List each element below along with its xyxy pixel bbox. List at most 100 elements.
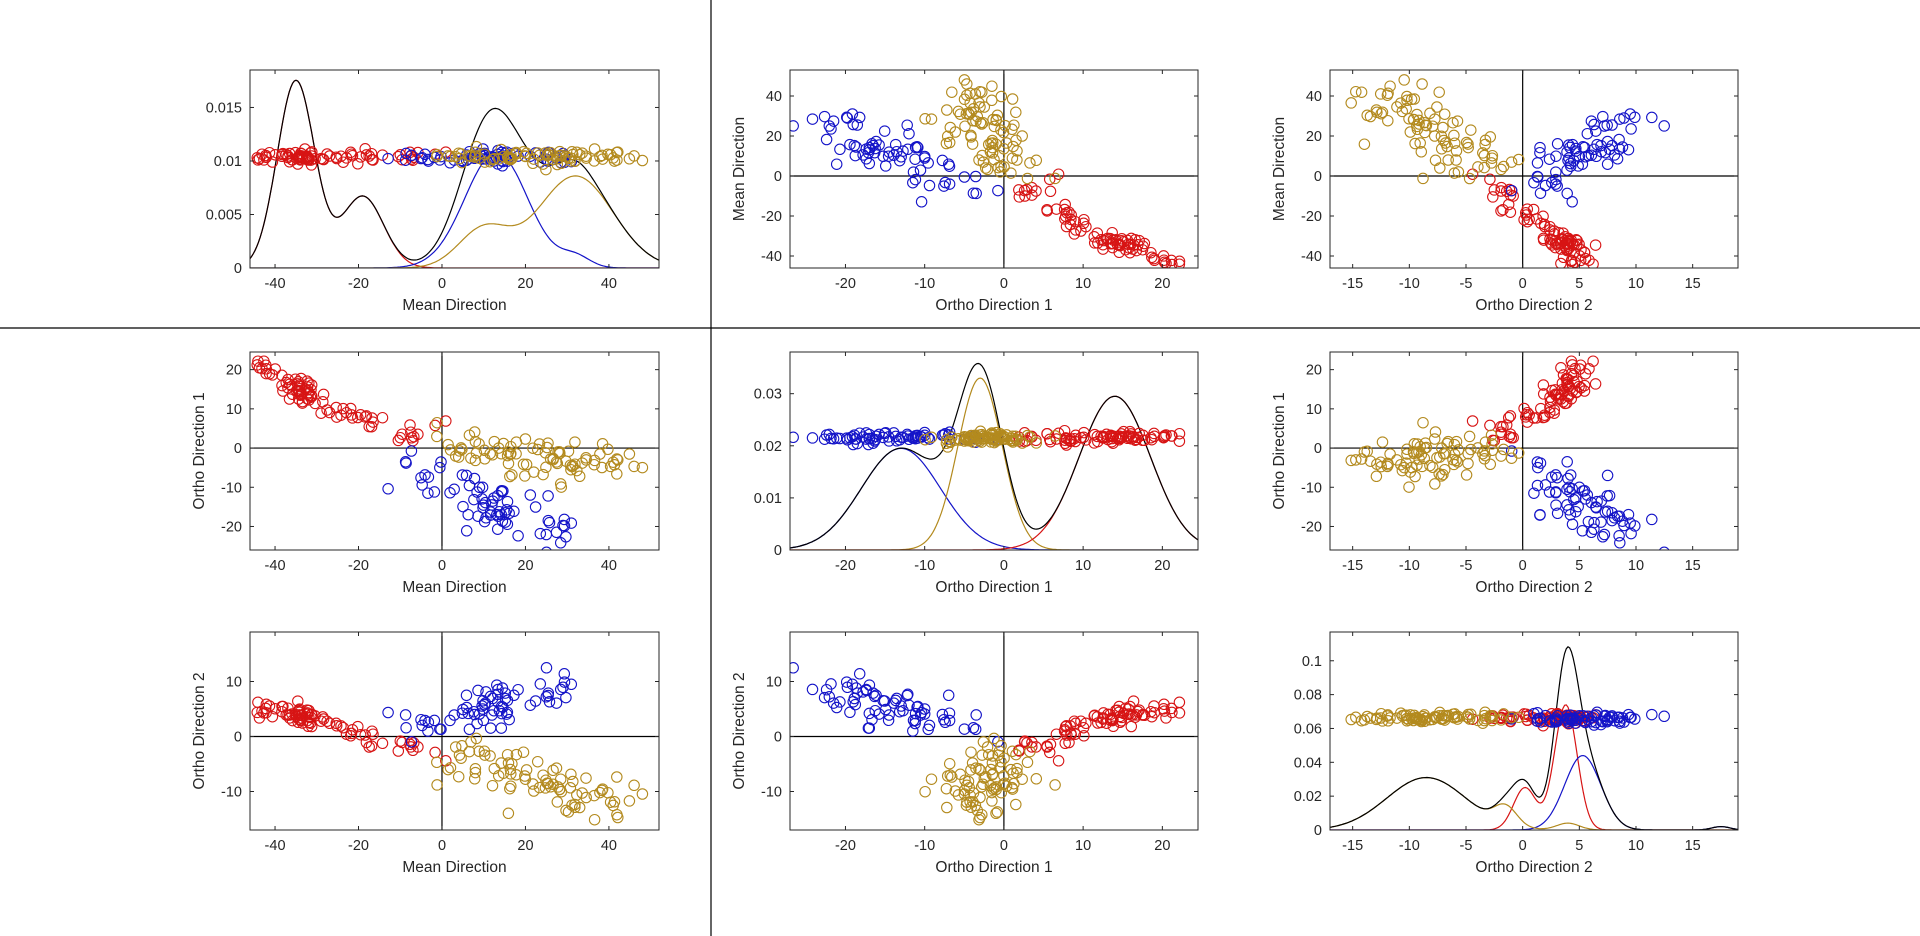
data-point-gold <box>1462 447 1474 460</box>
data-point-gold <box>975 781 988 793</box>
data-point-red <box>367 154 379 166</box>
data-point-gold <box>486 153 499 166</box>
data-point-gold <box>588 155 600 167</box>
data-point-blue <box>914 164 927 176</box>
data-point-gold <box>465 736 477 748</box>
data-point-blue <box>1646 708 1658 721</box>
data-point-red <box>1095 233 1107 246</box>
data-point-gold <box>977 736 990 748</box>
data-point-blue <box>415 713 427 726</box>
data-point-gold <box>604 796 617 808</box>
data-point-red <box>1158 698 1170 711</box>
data-point-blue <box>882 431 895 443</box>
data-point-gold <box>588 143 601 155</box>
data-point-red <box>1124 246 1136 259</box>
data-point-red <box>337 721 349 734</box>
data-point-gold <box>531 755 544 768</box>
data-point-gold <box>1049 430 1061 442</box>
data-point-red <box>429 419 441 432</box>
data-point-blue <box>1608 149 1621 161</box>
data-point-blue <box>1597 531 1609 543</box>
data-point-blue <box>827 115 840 127</box>
y-tick-label: -10 <box>221 480 242 496</box>
data-point-blue <box>472 684 484 697</box>
data-point-gold <box>946 86 958 98</box>
data-point-gold <box>1434 162 1446 174</box>
data-point-gold <box>995 740 1007 752</box>
data-point-red <box>1565 254 1578 267</box>
data-point-red <box>1537 388 1550 400</box>
data-point-red <box>1589 239 1602 251</box>
data-point-gold <box>1345 713 1357 726</box>
data-point-blue <box>558 513 571 526</box>
data-point-blue <box>463 723 476 736</box>
data-point-gold <box>1441 710 1453 723</box>
data-point-red <box>354 409 367 421</box>
data-point-blue <box>1534 508 1546 521</box>
data-point-gold <box>611 468 623 480</box>
data-point-gold <box>562 445 575 458</box>
x-tick-label: -10 <box>1399 276 1420 292</box>
data-point-blue <box>1601 469 1614 482</box>
y-tick-label: -10 <box>1301 480 1322 496</box>
data-point-blue <box>818 691 831 704</box>
data-point-red <box>1555 257 1567 268</box>
data-point-blue <box>901 428 913 441</box>
data-point-gold <box>1448 137 1461 149</box>
data-point-gold <box>952 789 965 801</box>
data-point-blue <box>818 110 831 123</box>
data-point-blue <box>840 111 853 124</box>
data-point-blue <box>1625 711 1637 724</box>
data-point-blue <box>1588 523 1600 535</box>
data-point-blue <box>501 495 514 508</box>
data-point-blue <box>863 722 876 734</box>
data-point-gold <box>1424 107 1436 120</box>
data-point-blue <box>484 690 497 703</box>
data-point-blue <box>911 701 923 713</box>
data-point-red <box>1537 411 1549 424</box>
data-point-red <box>323 150 336 162</box>
data-point-gold <box>501 748 514 761</box>
data-point-red <box>276 369 288 382</box>
data-point-blue <box>863 157 876 170</box>
data-point-gold <box>1404 466 1417 478</box>
data-point-blue <box>400 722 412 734</box>
data-point-gold <box>431 416 443 429</box>
data-point-red <box>1504 206 1517 218</box>
data-point-red <box>260 367 272 380</box>
data-point-red <box>376 411 389 424</box>
data-point-gold <box>531 443 544 456</box>
data-point-red <box>1564 235 1577 248</box>
y-tick-label: 20 <box>766 129 782 145</box>
data-point-blue <box>834 143 846 156</box>
data-point-red <box>1059 737 1071 750</box>
data-point-blue <box>866 138 878 150</box>
data-point-red <box>1068 432 1081 445</box>
x-axis-label: Mean Direction <box>402 579 506 596</box>
data-point-gold <box>502 757 515 769</box>
data-point-gold <box>1345 97 1357 109</box>
data-point-gold <box>492 153 505 165</box>
data-point-red <box>1548 228 1560 240</box>
data-point-red <box>1173 427 1186 440</box>
data-point-blue <box>992 184 1004 197</box>
y-axis-label: Mean Direction <box>1271 117 1288 221</box>
data-point-blue <box>1622 508 1635 521</box>
data-point-gold <box>990 435 1002 447</box>
axes-frame <box>1329 69 1739 269</box>
data-point-blue <box>1563 139 1575 151</box>
data-point-blue <box>936 708 949 721</box>
data-point-gold <box>1442 154 1454 166</box>
data-point-blue <box>1578 141 1591 154</box>
data-point-gold <box>1408 438 1421 450</box>
data-point-red <box>1026 181 1038 194</box>
data-point-blue <box>1606 119 1618 131</box>
data-point-gold <box>1497 443 1510 456</box>
x-tick-label: 15 <box>1685 558 1701 574</box>
data-point-gold <box>1016 130 1028 142</box>
data-point-blue <box>790 662 799 674</box>
data-point-blue <box>1528 487 1540 499</box>
data-point-red <box>1075 715 1087 727</box>
data-point-gold <box>979 162 992 174</box>
data-point-gold <box>611 771 623 783</box>
